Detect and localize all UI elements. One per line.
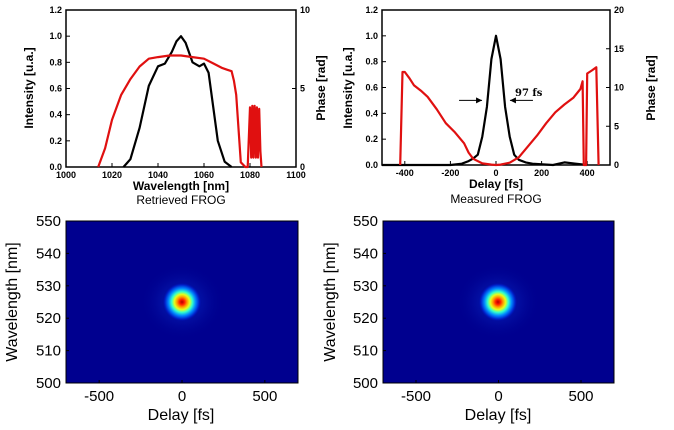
y2-axis-label: Phase [rad] — [644, 55, 658, 120]
y-tick-label: 0.0 — [49, 162, 62, 172]
y-tick-label: 0.8 — [365, 57, 378, 67]
y-tick-label: 0.2 — [49, 136, 62, 146]
x-ticks: -500 0 500 — [401, 380, 594, 405]
x-ticks: -400 -200 0 200 400 — [396, 161, 595, 178]
fwhm-arrowhead-left — [476, 97, 483, 104]
fwhm-arrowhead-right — [509, 97, 516, 104]
y-tick-label: 500 — [36, 375, 61, 392]
x-axis-label: Delay [fs] — [148, 407, 215, 424]
x-tick-label: 1080 — [240, 170, 260, 180]
y2-tick-label: 5 — [614, 121, 619, 131]
y-tick-label: 540 — [353, 245, 378, 262]
y-tick-label: 0.8 — [49, 57, 62, 67]
y-tick-label: 540 — [36, 245, 61, 262]
intensity-series-line — [122, 35, 233, 168]
y2-axis-label: Phase [rad] — [314, 55, 328, 120]
y-tick-label: 0.6 — [49, 84, 62, 94]
phase-series-line — [399, 66, 600, 167]
y-tick-label: 530 — [36, 278, 61, 295]
y2-tick-label: 10 — [614, 83, 624, 93]
panel-heatmap-right: -500 0 500 500 510 520 530 540 550 Delay [fs] W… — [322, 213, 615, 424]
x-tick-label: 1100 — [286, 170, 306, 180]
x-axis-label: Wavelength [nm] — [133, 179, 229, 193]
y-ticks: 500 510 520 530 540 550 — [36, 213, 69, 392]
y2-ticks: 0 5 10 — [292, 5, 310, 172]
x-tick-label: 200 — [534, 168, 549, 178]
panel-caption: Retrieved FROG — [136, 193, 225, 207]
intensity-series-line — [382, 34, 588, 167]
y-axis-label: Intensity [u.a.] — [22, 47, 36, 128]
heatmap-peak — [478, 282, 518, 322]
y2-tick-label: 20 — [614, 5, 624, 15]
y-axis-label: Wavelength [nm] — [4, 242, 21, 361]
x-tick-label: 1000 — [56, 170, 76, 180]
x-tick-label: -500 — [401, 388, 431, 405]
phase-series-line — [97, 54, 263, 169]
panel-heatmap-left: -500 0 500 500 510 520 530 540 550 Delay [fs] W… — [4, 213, 299, 424]
y-tick-label: 520 — [36, 310, 61, 327]
x-tick-label: 500 — [568, 388, 593, 405]
y-axis-label: Intensity [u.a.] — [341, 47, 355, 128]
y-tick-label: 530 — [353, 278, 378, 295]
y-tick-label: 0.0 — [365, 160, 378, 170]
x-ticks: -500 0 500 — [84, 380, 277, 405]
y-tick-label: 510 — [353, 343, 378, 360]
y2-tick-label: 15 — [614, 44, 624, 54]
fwhm-marker — [459, 97, 533, 104]
x-tick-label: 0 — [494, 388, 502, 405]
heatmap-peak — [162, 282, 202, 322]
y-tick-label: 550 — [353, 213, 378, 230]
x-tick-label: -500 — [84, 388, 114, 405]
x-axis-label: Delay [fs] — [469, 177, 523, 191]
panel-measured-frog: -400 -200 0 200 400 0.0 0.2 0.4 0.6 0.8 1.0 1.2 0 5… — [341, 5, 658, 206]
y-ticks: 0.0 0.2 0.4 0.6 0.8 1.0 1.2 — [365, 5, 386, 170]
plot-frame — [65, 9, 297, 168]
y-tick-label: 1.0 — [49, 31, 62, 41]
y-tick-label: 1.2 — [49, 5, 62, 15]
x-tick-label: 1040 — [148, 170, 168, 180]
x-tick-label: 1020 — [102, 170, 122, 180]
panel-retrieved-frog: 1000 1020 1040 1060 1080 1100 0.0 0.2 0.4 0.6 0.8… — [22, 5, 328, 207]
x-tick-label: 0 — [493, 168, 498, 178]
y2-tick-label: 0 — [300, 162, 305, 172]
y2-tick-label: 0 — [614, 160, 619, 170]
x-tick-label: -200 — [441, 168, 459, 178]
y-ticks: 500 510 520 530 540 550 — [353, 213, 386, 392]
y-tick-label: 500 — [353, 375, 378, 392]
y-ticks: 0.0 0.2 0.4 0.6 0.8 1.0 1.2 — [49, 5, 70, 172]
x-tick-label: -400 — [396, 168, 414, 178]
y-axis-label: Wavelength [nm] — [322, 242, 339, 361]
y-tick-label: 1.2 — [365, 5, 378, 15]
x-tick-label: 400 — [580, 168, 595, 178]
x-tick-label: 0 — [178, 388, 186, 405]
y-tick-label: 550 — [36, 213, 61, 230]
x-ticks: 1000 1020 1040 1060 1080 1100 — [56, 163, 306, 180]
y-tick-label: 0.4 — [49, 110, 62, 120]
panel-caption: Measured FROG — [450, 192, 541, 206]
x-tick-label: 500 — [252, 388, 277, 405]
series-group — [97, 35, 263, 169]
y-tick-label: 0.2 — [365, 134, 378, 144]
y-tick-label: 0.6 — [365, 83, 378, 93]
x-axis-label: Delay [fs] — [465, 407, 532, 424]
fwhm-annotation: 97 fs — [515, 88, 543, 99]
y-tick-label: 520 — [353, 310, 378, 327]
y-tick-label: 510 — [36, 343, 61, 360]
y2-ticks: 0 5 10 15 20 — [606, 5, 624, 170]
y-tick-label: 0.4 — [365, 108, 378, 118]
x-tick-label: 1060 — [194, 170, 214, 180]
series-group — [382, 34, 600, 167]
y2-tick-label: 10 — [300, 5, 310, 15]
y-tick-label: 1.0 — [365, 31, 378, 41]
y2-tick-label: 5 — [300, 84, 305, 94]
